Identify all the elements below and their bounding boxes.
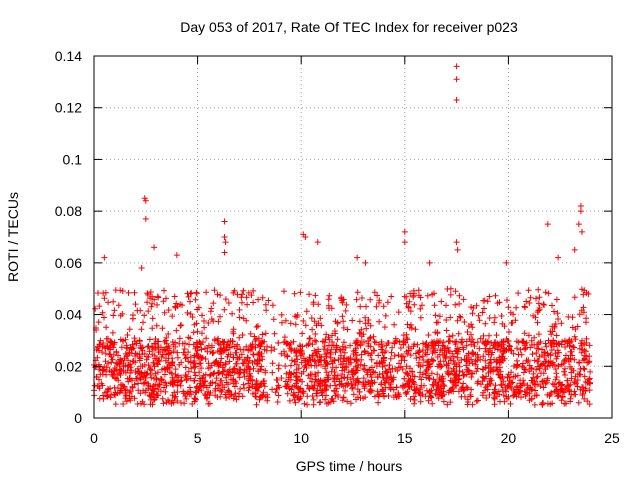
x-axis-label: GPS time / hours xyxy=(296,458,403,474)
y-tick-label: 0.12 xyxy=(55,100,82,116)
data-point xyxy=(302,234,309,240)
data-point xyxy=(101,254,108,261)
y-tick-label: 0.14 xyxy=(55,48,82,64)
data-point xyxy=(544,221,551,228)
data-point xyxy=(222,239,229,246)
data-point xyxy=(314,239,321,246)
y-tick-label: 0.04 xyxy=(55,307,82,323)
y-tick-label: 0.06 xyxy=(55,255,82,271)
data-point xyxy=(577,208,584,215)
data-point xyxy=(555,254,562,261)
data-point xyxy=(577,202,584,209)
data-point xyxy=(401,239,408,246)
data-point xyxy=(571,246,578,253)
data-point xyxy=(354,254,361,261)
x-tick-label: 25 xyxy=(604,430,620,446)
y-tick-label: 0.02 xyxy=(55,358,82,374)
data-point xyxy=(578,228,585,235)
grid xyxy=(94,56,612,418)
data-point xyxy=(173,252,180,259)
axis-ticks: 0 0.02 0.04 0.06 0.08 0.1 0.12 0.14 0 5 10 15 20 25 xyxy=(55,48,620,446)
data-point xyxy=(575,221,582,228)
data-point xyxy=(221,218,228,225)
data-point xyxy=(141,195,148,202)
x-tick-label: 5 xyxy=(194,430,202,446)
y-tick-label: 0.1 xyxy=(63,151,83,167)
x-tick-label: 15 xyxy=(397,430,413,446)
plot-frame xyxy=(93,55,613,419)
data-points xyxy=(91,63,594,408)
y-axis-label: ROTI / TECUs xyxy=(5,192,21,282)
x-tick-label: 0 xyxy=(90,430,98,446)
data-point xyxy=(221,234,228,240)
data-point xyxy=(142,215,149,222)
data-point xyxy=(221,249,228,256)
data-point xyxy=(151,244,158,251)
x-tick-label: 20 xyxy=(501,430,517,446)
y-tick-label: 0.08 xyxy=(55,203,82,219)
data-point xyxy=(453,96,460,103)
data-point xyxy=(453,63,460,70)
x-tick-label: 10 xyxy=(293,430,309,446)
data-point xyxy=(362,259,369,266)
data-point xyxy=(453,76,460,83)
data-point xyxy=(503,259,510,266)
data-point xyxy=(138,265,145,272)
data-point xyxy=(453,239,460,246)
data-point xyxy=(426,259,433,266)
data-point xyxy=(142,197,149,204)
y-tick-label: 0 xyxy=(74,410,82,426)
data-point xyxy=(454,246,461,253)
data-point xyxy=(401,228,408,235)
chart-title: Day 053 of 2017, Rate Of TEC Index for r… xyxy=(180,19,518,35)
scatter-band-points xyxy=(91,285,594,408)
